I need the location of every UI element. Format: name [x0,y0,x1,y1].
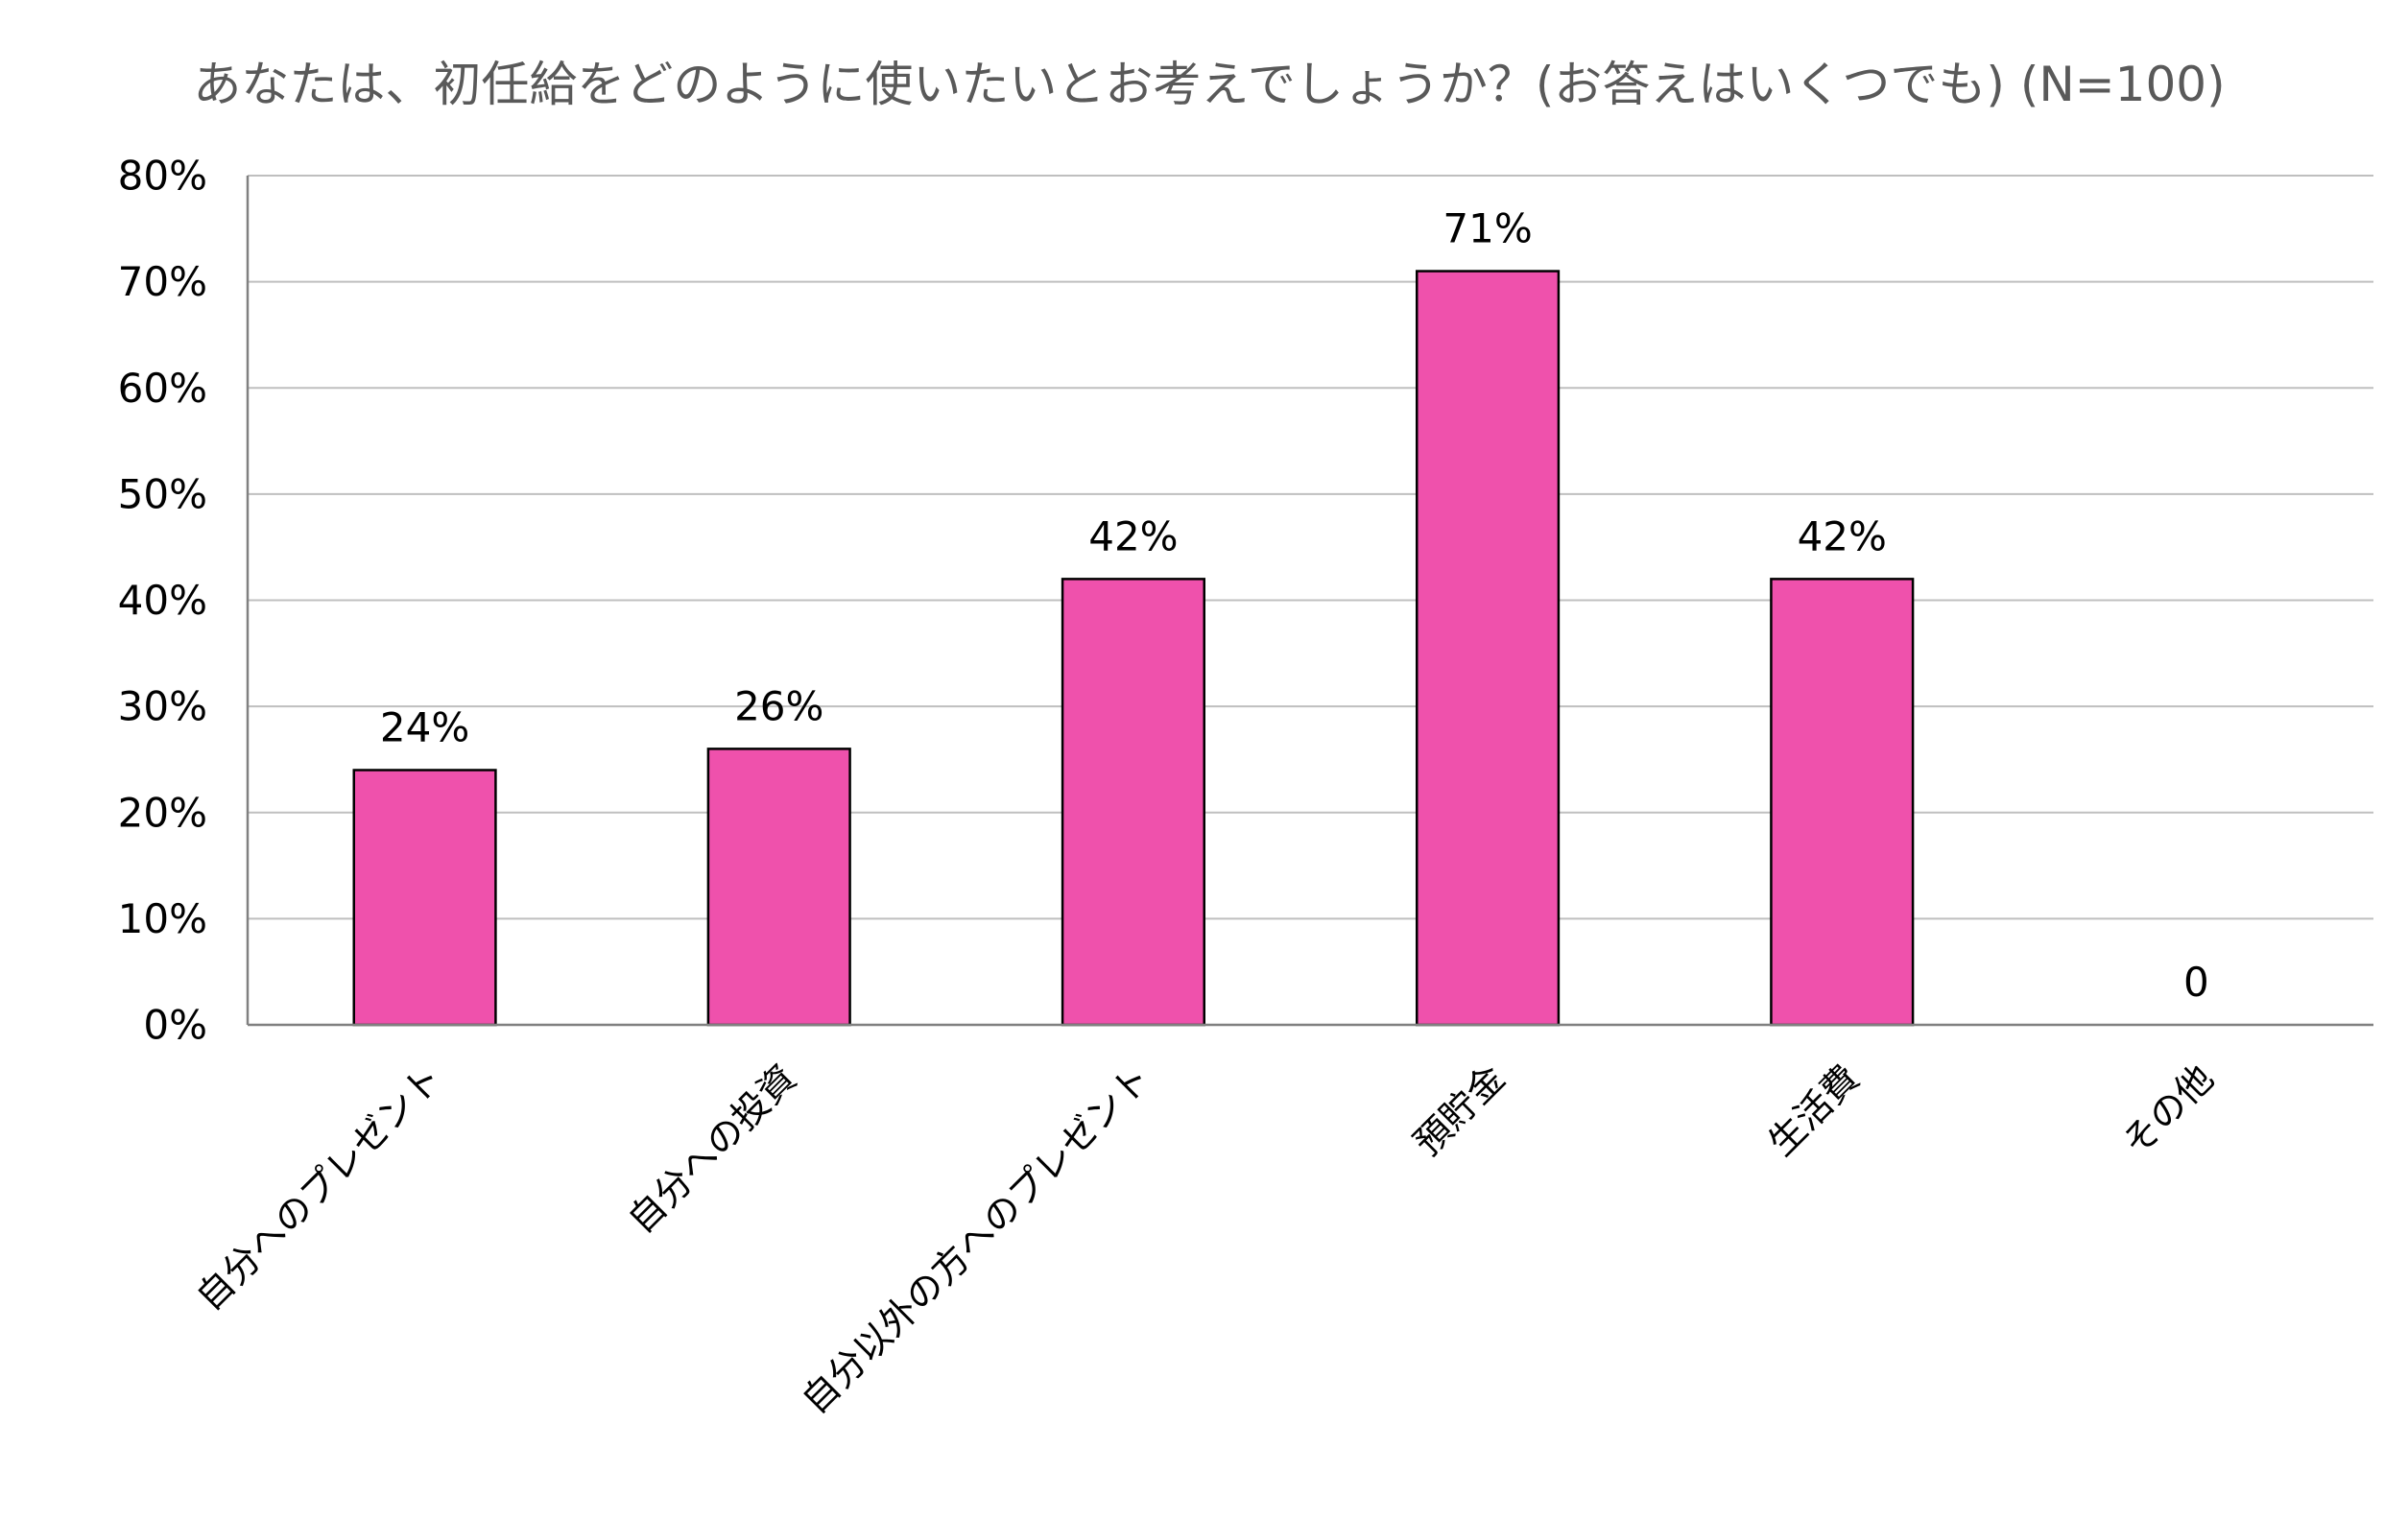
data-label: 42% [1798,512,1887,559]
y-tick-label: 80% [118,153,207,200]
axes [246,176,2373,1027]
y-tick-label: 60% [118,365,207,412]
y-tick-label: 10% [118,895,207,942]
data-label: 24% [380,704,469,751]
y-tick-label: 40% [118,577,207,624]
chart-title: あなたは、初任給をどのように使いたいとお考えでしょうか？(お答えはいくつでも) … [193,57,2226,112]
x-tick-label: 自分への投資 [620,1057,804,1241]
bar [352,769,497,1027]
bar [1416,270,1561,1027]
bar [706,748,851,1027]
y-tick-labels: 0% 10% 20% 30% 40% 50% 60% 70% 80% [118,153,207,1049]
y-tick-label: 0% [143,1002,207,1049]
x-tick-label: 預貯金 [1406,1057,1514,1164]
bars [352,270,1915,1027]
data-label: 0 [2183,959,2209,1006]
y-tick-label: 20% [118,789,207,836]
x-tick-label: 生活費 [1760,1057,1868,1164]
y-tick-label: 50% [118,470,207,517]
gridlines [248,175,2373,920]
x-tick-label: その他 [2114,1057,2222,1164]
bar [1770,578,1915,1027]
x-tick-label: 自分以外の方へのプレゼント [794,1057,1158,1421]
x-tick-label: 自分へのプレゼント [188,1057,450,1318]
bar [1061,578,1206,1027]
data-label: 71% [1442,205,1532,252]
y-tick-label: 70% [118,258,207,305]
data-label: 42% [1088,512,1178,559]
data-label: 26% [734,682,823,729]
y-tick-label: 30% [118,683,207,730]
data-labels: 24% 26% 42% 71% 42% 0 [380,205,2209,1006]
